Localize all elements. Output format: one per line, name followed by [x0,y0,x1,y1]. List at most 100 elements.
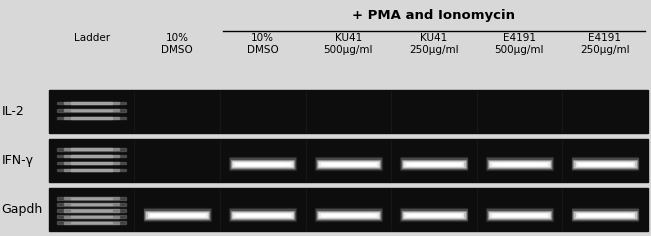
Bar [57,203,126,206]
Bar [229,208,296,221]
Bar [411,214,457,215]
Text: Ladder: Ladder [74,33,109,43]
Bar [57,109,126,112]
Bar [229,157,296,170]
Bar [315,208,381,221]
Bar [316,160,380,168]
Bar [411,163,457,164]
Bar [231,160,294,168]
Bar [406,214,461,216]
Bar [148,213,206,217]
Bar [64,102,119,104]
Bar [572,158,638,169]
Bar [240,163,286,164]
Bar [71,102,112,104]
Bar [488,211,551,219]
Bar [319,162,378,166]
Bar [150,214,204,216]
Bar [403,212,465,218]
Bar [64,222,119,224]
Bar [574,161,635,167]
Bar [71,148,112,150]
Bar [574,160,637,168]
Bar [316,158,381,169]
Bar [572,157,639,170]
Bar [145,209,210,220]
Bar [404,213,464,217]
Bar [71,204,112,205]
Bar [64,110,119,111]
Bar [64,210,119,211]
Bar [403,161,465,167]
Bar [233,162,292,166]
Bar [321,163,376,165]
Bar [71,155,112,157]
Bar [577,214,632,216]
Bar [232,212,294,218]
Bar [572,209,638,220]
Bar [404,162,464,166]
Bar [318,212,379,218]
Bar [57,155,126,157]
Bar [572,208,639,221]
Text: IL-2: IL-2 [1,105,24,118]
Bar [492,163,547,165]
Text: E4191
500μg/ml: E4191 500μg/ml [495,33,544,55]
Bar [57,162,126,164]
Bar [402,160,465,168]
Bar [146,212,208,218]
Bar [64,155,119,157]
Bar [57,117,126,119]
Bar [236,163,290,165]
Bar [57,221,126,224]
Bar [316,209,381,220]
Bar [496,214,543,215]
Bar [581,163,628,164]
Bar [64,162,119,164]
Bar [57,102,126,104]
Bar [71,169,112,171]
Bar [319,213,378,217]
Bar [318,161,379,167]
Bar [496,163,543,164]
Bar [145,211,209,219]
Bar [154,214,201,215]
Bar [71,198,112,199]
Bar [64,197,119,199]
Bar [64,203,119,206]
Bar [577,163,632,165]
Bar [575,162,634,166]
Bar [321,214,376,216]
Bar [400,208,467,221]
Bar [490,162,549,166]
Bar [57,148,126,151]
Bar [316,211,380,219]
Text: + PMA and Ionomycin: + PMA and Ionomycin [352,9,516,22]
Bar [325,214,372,215]
Bar [489,212,550,218]
Bar [574,212,635,218]
Bar [71,210,112,211]
Text: KU41
500μg/ml: KU41 500μg/ml [324,33,373,55]
Text: KU41
250μg/ml: KU41 250μg/ml [409,33,459,55]
Bar [401,158,467,169]
Bar [71,117,112,118]
Text: E4191
250μg/ml: E4191 250μg/ml [580,33,630,55]
Bar [57,215,126,218]
Bar [401,209,467,220]
Bar [315,157,381,170]
Bar [57,169,126,171]
Bar [230,209,296,220]
Bar [492,214,547,216]
Bar [236,214,290,216]
Bar [49,90,648,133]
Bar [71,216,112,217]
Bar [230,158,296,169]
Bar [574,211,637,219]
Bar [400,157,467,170]
Bar [64,169,119,171]
Bar [575,213,634,217]
Bar [64,215,119,218]
Bar [57,209,126,212]
Bar [240,214,286,215]
